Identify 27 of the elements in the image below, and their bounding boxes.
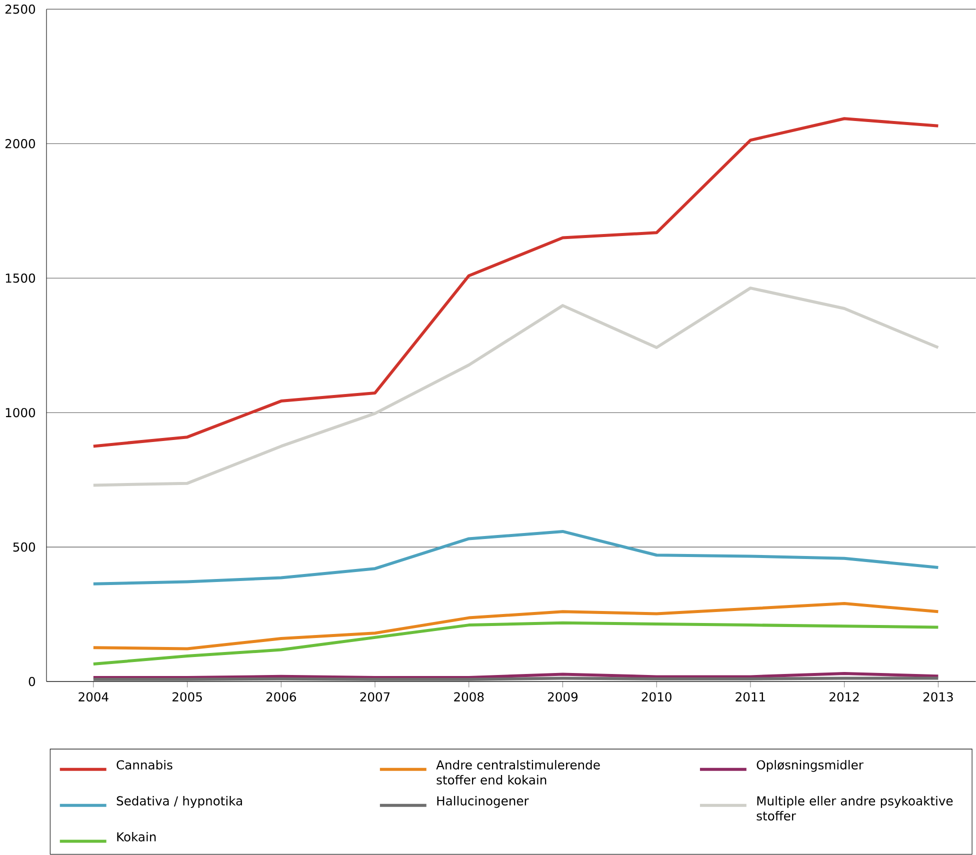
y-tick-label: 0 xyxy=(28,677,36,686)
legend-label: Opløsningsmidler xyxy=(756,760,864,772)
legend-label: Andre centralstimulerende stoffer end kokain xyxy=(436,760,600,785)
line-series xyxy=(92,286,940,487)
y-tick-label: 500 xyxy=(13,542,36,552)
x-tick-label: 2013 xyxy=(923,692,953,702)
x-tick-label: 2005 xyxy=(172,692,202,702)
x-tick-label: 2009 xyxy=(548,692,578,702)
y-tick-label: 2500 xyxy=(5,4,36,14)
legend-label: Kokain xyxy=(117,832,156,842)
x-tick-label: 2008 xyxy=(454,692,484,702)
x-tick-label: 2006 xyxy=(266,692,296,702)
y-tick-label: 1000 xyxy=(6,408,36,418)
legend-label: Sedativa / hypnotika xyxy=(116,796,242,808)
x-tick-label: 2004 xyxy=(78,692,108,702)
line-series xyxy=(92,602,940,650)
legend-label: Cannabis xyxy=(116,760,172,770)
line-series xyxy=(92,530,940,586)
x-tick-label: 2007 xyxy=(360,692,390,702)
x-tick-label: 2010 xyxy=(642,692,672,702)
x-tick-label: 2011 xyxy=(736,692,765,702)
legend-label: Hallucinogener xyxy=(437,796,529,808)
x-tick-label: 2012 xyxy=(830,692,859,702)
line-series xyxy=(92,117,940,448)
y-tick-label: 1500 xyxy=(6,274,36,283)
y-tick-label: 2000 xyxy=(5,139,36,149)
legend-label: Multiple eller andre psykoaktive stoffer xyxy=(756,796,953,821)
